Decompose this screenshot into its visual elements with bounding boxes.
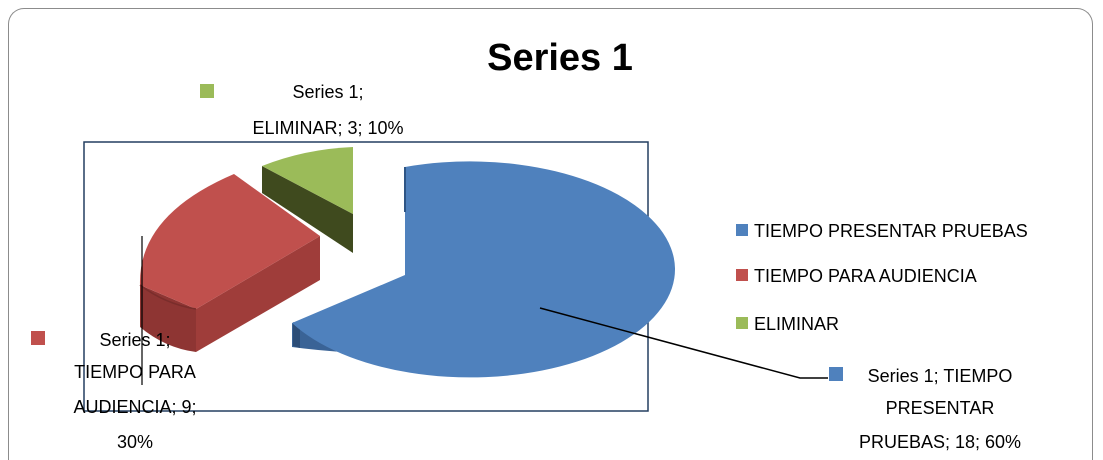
chart-title: Series 1 [487, 37, 633, 79]
legend-label: TIEMPO PARA AUDIENCIA [754, 266, 977, 286]
data-label-line: TIEMPO PARA [74, 362, 196, 382]
data-label-line: ELIMINAR; 3; 10% [252, 118, 403, 138]
data-label-blue: Series 1; TIEMPO PRESENTAR PRUEBAS; 18; … [829, 366, 1021, 452]
data-label-line: 30% [117, 432, 153, 452]
legend-label: ELIMINAR [754, 314, 839, 334]
data-label-line: Series 1; [99, 330, 170, 350]
legend-item-eliminar: ELIMINAR [736, 314, 839, 334]
data-label-line: PRUEBAS; 18; 60% [859, 432, 1021, 452]
legend-swatch [736, 224, 748, 236]
legend-label: TIEMPO PRESENTAR PRUEBAS [754, 221, 1028, 241]
data-label-line: Series 1; TIEMPO [868, 366, 1013, 386]
pie-slice-eliminar [262, 147, 353, 253]
data-label-line: PRESENTAR [886, 398, 995, 418]
data-label-green: Series 1; ELIMINAR; 3; 10% [200, 82, 404, 138]
data-label-red: Series 1; TIEMPO PARA AUDIENCIA; 9; 30% [31, 330, 197, 452]
pie-slice-tiempo-presentar-pruebas [292, 161, 676, 378]
label-swatch-red [31, 331, 45, 345]
data-label-line: Series 1; [292, 82, 363, 102]
label-swatch-blue [829, 367, 843, 381]
leader-line-blue [539, 307, 828, 379]
legend: TIEMPO PRESENTAR PRUEBAS TIEMPO PARA AUD… [736, 221, 1028, 334]
label-swatch-green [200, 84, 214, 98]
legend-swatch [736, 269, 748, 281]
legend-swatch [736, 317, 748, 329]
pie-slice-tiempo-para-audiencia [139, 174, 320, 352]
data-label-line: AUDIENCIA; 9; [73, 397, 196, 417]
legend-item-tiempo-para-audiencia: TIEMPO PARA AUDIENCIA [736, 266, 977, 286]
legend-item-tiempo-presentar-pruebas: TIEMPO PRESENTAR PRUEBAS [736, 221, 1028, 241]
